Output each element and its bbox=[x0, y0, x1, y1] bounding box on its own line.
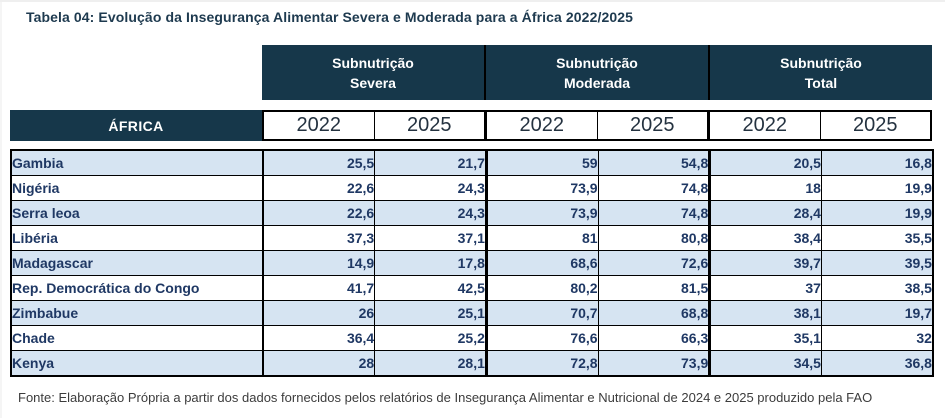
year-header-total-2022: 2022 bbox=[707, 112, 820, 139]
year-header-moderada-2022: 2022 bbox=[484, 112, 597, 139]
value-cell: 80,2 bbox=[484, 275, 599, 301]
value-cell: 81 bbox=[484, 225, 599, 251]
value-cell: 80,8 bbox=[597, 225, 711, 251]
table-row: Kenya 28 28,1 72,8 73,9 34,5 36,8 bbox=[10, 350, 934, 377]
country-cell: Nigéria bbox=[10, 175, 264, 201]
value-cell: 72,6 bbox=[597, 250, 711, 276]
value-cell: 28,4 bbox=[708, 200, 822, 226]
value-cell: 21,7 bbox=[374, 149, 487, 176]
value-cell: 14,9 bbox=[262, 250, 376, 276]
value-cell: 25,1 bbox=[374, 300, 487, 326]
table-row: Libéria 37,3 37,1 81 80,8 38,4 35,5 bbox=[10, 225, 934, 251]
value-cell: 28,1 bbox=[374, 350, 487, 377]
value-cell: 74,8 bbox=[597, 175, 711, 201]
table-row: Serra leoa 22,6 24,3 73,9 74,8 28,4 19,9 bbox=[10, 200, 934, 226]
value-cell: 72,8 bbox=[484, 350, 599, 377]
group-label-line1: Subnutrição bbox=[780, 54, 862, 71]
value-cell: 22,6 bbox=[262, 175, 376, 201]
value-cell: 36,8 bbox=[820, 350, 934, 377]
value-cell: 37 bbox=[708, 275, 822, 301]
value-cell: 38,5 bbox=[820, 275, 934, 301]
value-cell: 37,3 bbox=[262, 225, 376, 251]
value-cell: 68,6 bbox=[484, 250, 599, 276]
column-group-header-band: Subnutrição Severa Subnutrição Moderada … bbox=[262, 45, 932, 100]
value-cell: 35,1 bbox=[708, 325, 822, 351]
table-row: Madagascar 14,9 17,8 68,6 72,6 39,7 39,5 bbox=[10, 250, 934, 276]
year-header-total-2025: 2025 bbox=[819, 112, 931, 139]
value-cell: 22,6 bbox=[262, 200, 376, 226]
table-row: Gambia 25,5 21,7 59 54,8 20,5 16,8 bbox=[10, 149, 934, 176]
country-cell: Madagascar bbox=[10, 250, 264, 276]
data-table: Gambia 25,5 21,7 59 54,8 20,5 16,8 Nigér… bbox=[10, 149, 934, 377]
value-cell: 35,5 bbox=[820, 225, 934, 251]
country-cell: Serra leoa bbox=[10, 200, 264, 226]
country-cell: Kenya bbox=[10, 350, 264, 377]
value-cell: 25,2 bbox=[374, 325, 487, 351]
value-cell: 38,4 bbox=[708, 225, 822, 251]
value-cell: 24,3 bbox=[374, 175, 487, 201]
group-label-line2: Moderada bbox=[563, 74, 631, 91]
value-cell: 73,9 bbox=[484, 175, 599, 201]
value-cell: 81,5 bbox=[597, 275, 711, 301]
value-cell: 39,7 bbox=[708, 250, 822, 276]
column-group-header-total: Subnutrição Total bbox=[708, 45, 932, 100]
value-cell: 25,5 bbox=[262, 149, 376, 176]
table-row: Chade 36,4 25,2 76,6 66,3 35,1 32 bbox=[10, 325, 934, 351]
value-cell: 73,9 bbox=[484, 200, 599, 226]
year-header-moderada-2025: 2025 bbox=[596, 112, 708, 139]
value-cell: 59 bbox=[484, 149, 599, 176]
country-cell: Chade bbox=[10, 325, 264, 351]
value-cell: 68,8 bbox=[597, 300, 711, 326]
value-cell: 19,9 bbox=[820, 175, 934, 201]
value-cell: 17,8 bbox=[374, 250, 487, 276]
value-cell: 38,1 bbox=[708, 300, 822, 326]
value-cell: 42,5 bbox=[374, 275, 487, 301]
value-cell: 18 bbox=[708, 175, 822, 201]
value-cell: 28 bbox=[262, 350, 376, 377]
column-group-header-moderada: Subnutrição Moderada bbox=[484, 45, 708, 100]
group-label-line1: Subnutrição bbox=[556, 54, 638, 71]
value-cell: 41,7 bbox=[262, 275, 376, 301]
table-row: Nigéria 22,6 24,3 73,9 74,8 18 19,9 bbox=[10, 175, 934, 201]
column-group-header-severa: Subnutrição Severa bbox=[262, 45, 484, 100]
table-row: Rep. Democrática do Congo 41,7 42,5 80,2… bbox=[10, 275, 934, 301]
value-cell: 19,7 bbox=[820, 300, 934, 326]
value-cell: 74,8 bbox=[597, 200, 711, 226]
value-cell: 16,8 bbox=[820, 149, 934, 176]
value-cell: 34,5 bbox=[708, 350, 822, 377]
value-cell: 37,1 bbox=[374, 225, 487, 251]
value-cell: 39,5 bbox=[820, 250, 934, 276]
country-cell: Libéria bbox=[10, 225, 264, 251]
value-cell: 20,5 bbox=[708, 149, 822, 176]
value-cell: 36,4 bbox=[262, 325, 376, 351]
value-cell: 24,3 bbox=[374, 200, 487, 226]
year-header-cells: 2022 2025 2022 2025 2022 2025 bbox=[262, 110, 932, 141]
table-row: Zimbabue 26 25,1 70,7 68,8 38,1 19,7 bbox=[10, 300, 934, 326]
year-header-severa-2025: 2025 bbox=[373, 112, 485, 139]
year-header-row: ÁFRICA 2022 2025 2022 2025 2022 2025 bbox=[10, 110, 932, 141]
country-cell: Zimbabue bbox=[10, 300, 264, 326]
value-cell: 66,3 bbox=[597, 325, 711, 351]
value-cell: 70,7 bbox=[484, 300, 599, 326]
group-label-line2: Total bbox=[804, 74, 838, 91]
value-cell: 19,9 bbox=[820, 200, 934, 226]
value-cell: 54,8 bbox=[597, 149, 711, 176]
year-header-severa-2022: 2022 bbox=[296, 114, 342, 136]
value-cell: 73,9 bbox=[597, 350, 711, 377]
value-cell: 26 bbox=[262, 300, 376, 326]
africa-header-cell: ÁFRICA bbox=[10, 110, 262, 141]
value-cell: 32 bbox=[820, 325, 934, 351]
source-note: Fonte: Elaboração Própria a partir dos d… bbox=[18, 390, 873, 405]
group-label-line1: Subnutrição bbox=[332, 54, 414, 71]
value-cell: 76,6 bbox=[484, 325, 599, 351]
country-cell: Rep. Democrática do Congo bbox=[10, 275, 264, 301]
group-label-line2: Severa bbox=[350, 74, 396, 91]
page-title: Tabela 04: Evolução da Insegurança Alime… bbox=[26, 9, 633, 25]
country-cell: Gambia bbox=[10, 149, 264, 176]
